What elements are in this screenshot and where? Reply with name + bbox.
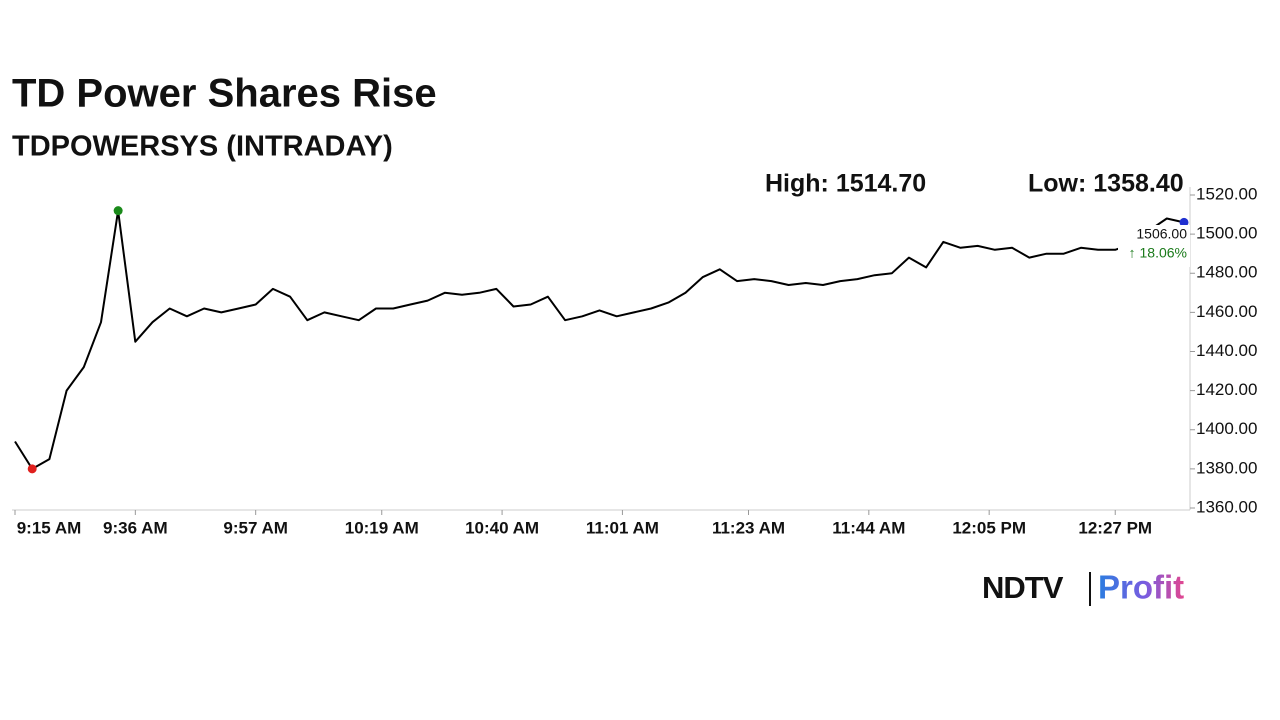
plot: 1360.00 1380.00 1400.00 1420.00 1440.00 1460.… — [12, 184, 1257, 537]
change-label: ↑ 18.06% — [1129, 245, 1187, 261]
x-tick-label: 10:19 AM — [345, 518, 419, 537]
y-tick-label: 1500.00 — [1196, 224, 1257, 243]
x-tick-label: 9:15 AM — [17, 518, 82, 537]
x-tick-label: 11:44 AM — [832, 518, 905, 537]
logo-product: Profit — [1098, 569, 1184, 606]
high-label: High: 1514.70 — [765, 170, 926, 198]
y-tick-label: 1460.00 — [1196, 302, 1257, 321]
last-box — [1118, 225, 1190, 267]
low-label: Low: 1358.40 — [1028, 170, 1184, 198]
high-marker — [113, 206, 123, 216]
x-tick-label: 11:01 AM — [586, 518, 659, 537]
x-tick-label: 12:05 PM — [952, 518, 1026, 537]
chart-title: TD Power Shares Rise — [12, 72, 437, 116]
low-marker — [27, 464, 37, 474]
x-tick-label: 11:23 AM — [712, 518, 785, 537]
y-tick-label: 1520.00 — [1196, 184, 1257, 203]
y-tick-label: 1420.00 — [1196, 380, 1257, 399]
last-marker — [1179, 217, 1189, 227]
y-tick-label: 1480.00 — [1196, 263, 1257, 282]
y-tick-label: 1440.00 — [1196, 341, 1257, 360]
y-tick-label: 1360.00 — [1196, 497, 1257, 516]
price-line — [14, 209, 1185, 470]
x-tick-label: 12:27 PM — [1078, 518, 1152, 537]
x-tick-label: 9:57 AM — [223, 518, 288, 537]
chart-subtitle: TDPOWERSYS (INTRADAY) — [12, 131, 393, 163]
y-tick-label: 1400.00 — [1196, 419, 1257, 438]
x-tick-label: 9:36 AM — [103, 518, 168, 537]
x-tick-label: 10:40 AM — [465, 518, 539, 537]
last-price: 1506.00 — [1136, 226, 1187, 242]
logo-brand: NDTV — [982, 570, 1064, 605]
y-tick-label: 1380.00 — [1196, 458, 1257, 477]
